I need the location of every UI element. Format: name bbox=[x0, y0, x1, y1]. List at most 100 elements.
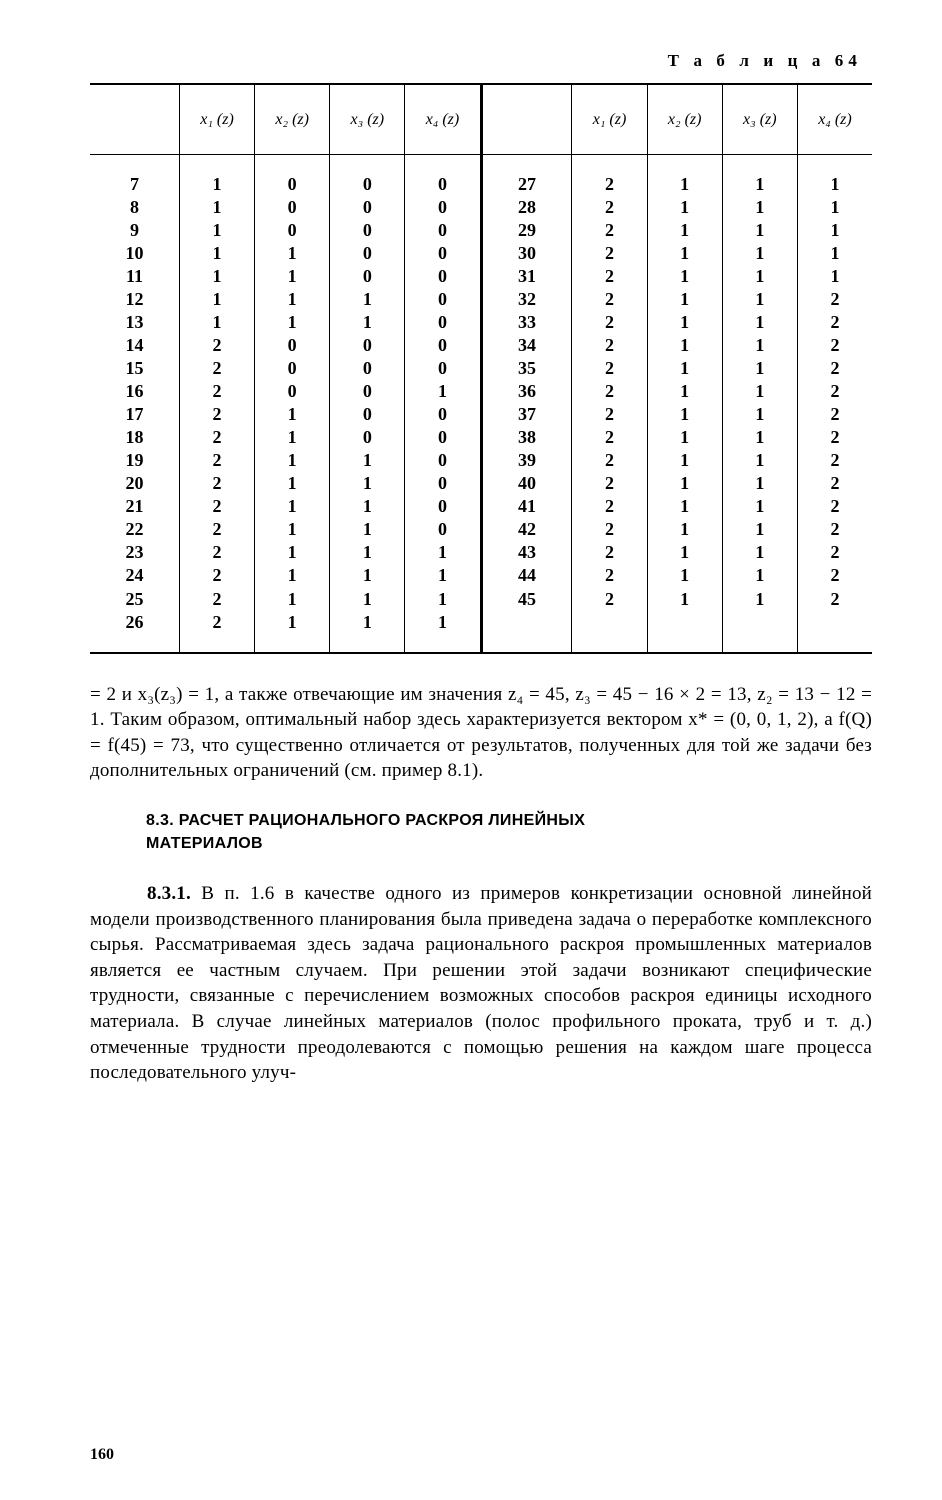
table-header-x4: x₄ (z) bbox=[798, 85, 872, 155]
table-cell: 1 bbox=[723, 173, 797, 196]
table-cell: 1 bbox=[723, 196, 797, 219]
table-header-x2: x₂ (z) bbox=[648, 85, 722, 155]
table-cell: 1 bbox=[180, 196, 254, 219]
paragraph-number: 8.3.1. bbox=[147, 883, 191, 904]
table-cell: 2 bbox=[798, 426, 872, 449]
table-cell: 8 bbox=[90, 196, 179, 219]
table-cell: 0 bbox=[405, 495, 479, 518]
table-col-x2: x₂ (z) 1111111111111111111 bbox=[647, 85, 722, 652]
table-cell: 1 bbox=[255, 449, 329, 472]
table-cell: 2 bbox=[180, 611, 254, 634]
table-cell: 1 bbox=[723, 265, 797, 288]
table-cell: 0 bbox=[255, 196, 329, 219]
table-cell: 1 bbox=[723, 449, 797, 472]
table-cell: 1 bbox=[798, 219, 872, 242]
table-cell: 0 bbox=[405, 403, 479, 426]
table-cell: 7 bbox=[90, 173, 179, 196]
table-cell: 21 bbox=[90, 495, 179, 518]
table-cell: 2 bbox=[798, 564, 872, 587]
table-cell: 0 bbox=[405, 357, 479, 380]
table-cell: 1 bbox=[723, 403, 797, 426]
table-cell: 37 bbox=[483, 403, 572, 426]
table-cell: 2 bbox=[572, 334, 646, 357]
table-cell: 1 bbox=[405, 564, 479, 587]
table-cell: 1 bbox=[330, 449, 404, 472]
table-cell: 1 bbox=[723, 426, 797, 449]
table-cell: 2 bbox=[798, 403, 872, 426]
table-cell: 24 bbox=[90, 564, 179, 587]
table-cell: 1 bbox=[255, 242, 329, 265]
table-cell: 39 bbox=[483, 449, 572, 472]
table-cell: 1 bbox=[180, 219, 254, 242]
table-cell: 0 bbox=[330, 357, 404, 380]
table-cell: 31 bbox=[483, 265, 572, 288]
table-cell: 1 bbox=[648, 173, 722, 196]
table-col-x1: x₁ (z) 2222222222222222222 bbox=[571, 85, 646, 652]
table-cell: 41 bbox=[483, 495, 572, 518]
table-cell: 2 bbox=[798, 472, 872, 495]
table-cell: 1 bbox=[255, 288, 329, 311]
table-cell: 23 bbox=[90, 541, 179, 564]
table-cell: 2 bbox=[572, 173, 646, 196]
table-cell: 1 bbox=[255, 495, 329, 518]
table-cell: 2 bbox=[180, 564, 254, 587]
table-cell: 1 bbox=[648, 449, 722, 472]
table-left-half: 7891011121314151617181920212223242526 x₁… bbox=[90, 85, 480, 652]
table-cell: 2 bbox=[572, 311, 646, 334]
table-cell: 2 bbox=[572, 288, 646, 311]
table-cell: 1 bbox=[648, 196, 722, 219]
table-cell: 13 bbox=[90, 311, 179, 334]
table-cell: 20 bbox=[90, 472, 179, 495]
table-cell: 30 bbox=[483, 242, 572, 265]
table-cell: 10 bbox=[90, 242, 179, 265]
table-cell: 2 bbox=[572, 403, 646, 426]
table-cell: 1 bbox=[723, 564, 797, 587]
table-cell: 2 bbox=[798, 541, 872, 564]
table-cell: 45 bbox=[483, 588, 572, 611]
table-cell: 16 bbox=[90, 380, 179, 403]
table-cell: 2 bbox=[572, 380, 646, 403]
data-table: 7891011121314151617181920212223242526 x₁… bbox=[90, 83, 872, 654]
table-cell: 2 bbox=[572, 495, 646, 518]
table-cell: 2 bbox=[180, 426, 254, 449]
table-cell: 0 bbox=[405, 472, 479, 495]
table-cell: 2 bbox=[180, 334, 254, 357]
table-cell: 26 bbox=[90, 611, 179, 634]
table-cell: 2 bbox=[572, 449, 646, 472]
table-cell: 1 bbox=[648, 311, 722, 334]
table-header-x1: x₁ (z) bbox=[572, 85, 646, 155]
table-col-index: 27282930313233343536373839404142434445 bbox=[483, 85, 572, 652]
table-cell: 2 bbox=[180, 472, 254, 495]
table-cell: 17 bbox=[90, 403, 179, 426]
table-cell: 1 bbox=[405, 541, 479, 564]
table-cell: 1 bbox=[798, 265, 872, 288]
page-number: 160 bbox=[90, 1444, 114, 1466]
table-cell: 1 bbox=[798, 196, 872, 219]
table-cell: 42 bbox=[483, 518, 572, 541]
table-cell: 1 bbox=[255, 426, 329, 449]
table-cell: 1 bbox=[330, 495, 404, 518]
table-cell: 11 bbox=[90, 265, 179, 288]
table-cell: 1 bbox=[180, 265, 254, 288]
table-cell: 2 bbox=[180, 380, 254, 403]
table-cell: 1 bbox=[648, 541, 722, 564]
table-cell: 1 bbox=[330, 472, 404, 495]
table-cell: 1 bbox=[723, 334, 797, 357]
paragraph-continuation: = 2 и x₃(z₃) = 1, а также отвечающие им … bbox=[90, 682, 872, 785]
table-cell: 0 bbox=[255, 380, 329, 403]
table-cell: 38 bbox=[483, 426, 572, 449]
table-cell: 1 bbox=[723, 380, 797, 403]
table-cell: 1 bbox=[648, 472, 722, 495]
table-cell: 2 bbox=[798, 449, 872, 472]
table-cell: 0 bbox=[405, 265, 479, 288]
table-col-index: 7891011121314151617181920212223242526 bbox=[90, 85, 179, 652]
table-cell: 1 bbox=[255, 611, 329, 634]
table-col-x3: x₃ (z) 00000110000011111111 bbox=[329, 85, 404, 652]
table-col-x4: x₄ (z) 1111122222222222222 bbox=[797, 85, 872, 652]
table-cell: 1 bbox=[723, 242, 797, 265]
table-cell: 1 bbox=[723, 472, 797, 495]
table-cell: 2 bbox=[180, 495, 254, 518]
table-cell: 1 bbox=[723, 311, 797, 334]
table-cell: 2 bbox=[180, 357, 254, 380]
table-cell: 9 bbox=[90, 219, 179, 242]
